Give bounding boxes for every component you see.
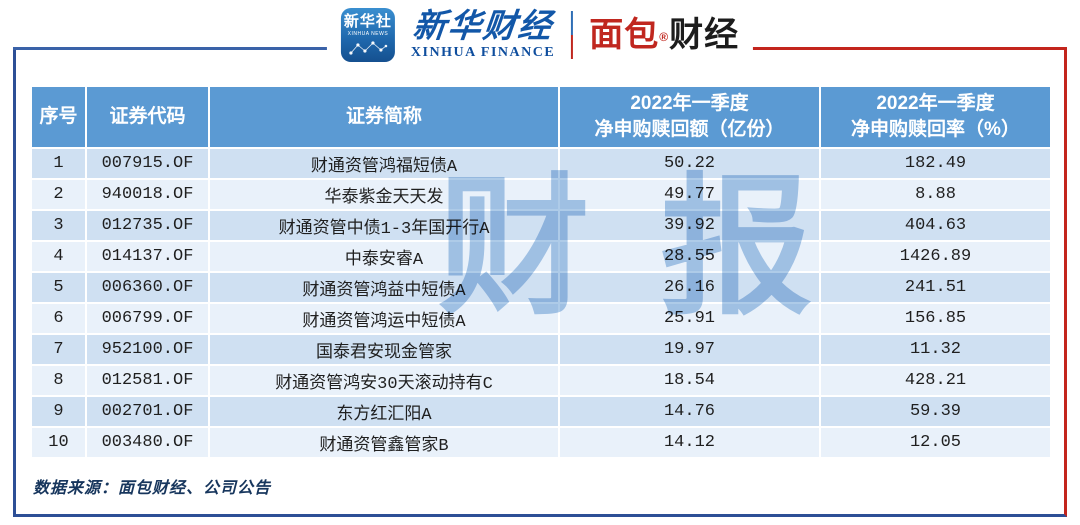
col-header-index: 序号: [30, 85, 87, 149]
cell-net-rate: 156.85: [819, 302, 1052, 335]
cell-net-amount: 18.54: [558, 364, 821, 397]
cell-net-rate: 1426.89: [819, 240, 1052, 273]
cell-name: 华泰紫金天天发: [208, 178, 560, 211]
frame-top-line-right: [743, 47, 1067, 50]
logo-group: 新华社 XINHUA NEWS 新华财经 XINHUA FINANCE: [326, 8, 754, 62]
table-row: 10 003480.OF 财通资管鑫管家B 14.12 12.05: [30, 426, 1052, 459]
cell-net-rate: 428.21: [819, 364, 1052, 397]
header-logo-band: 新华社 XINHUA NEWS 新华财经 XINHUA FINANCE: [0, 0, 1080, 80]
cell-index: 10: [30, 426, 87, 459]
col-header-code: 证券代码: [85, 85, 210, 149]
cell-code: 952100.OF: [85, 333, 210, 366]
fund-table: 序号 证券代码 证券简称 2022年一季度 净申购赎回额（亿份） 2022年一季…: [30, 85, 1052, 459]
cell-net-rate: 182.49: [819, 147, 1052, 180]
mianbao-logo-black-part: 财经: [669, 16, 740, 54]
cell-net-rate: 404.63: [819, 209, 1052, 242]
cell-code: 007915.OF: [85, 147, 210, 180]
cell-net-rate: 11.32: [819, 333, 1052, 366]
table-row: 6 006799.OF 财通资管鸿运中短债A 25.91 156.85: [30, 302, 1052, 335]
cell-name: 财通资管鸿益中短债A: [208, 271, 560, 304]
cell-name: 中泰安睿A: [208, 240, 560, 273]
col-header-net-amount-line1: 2022年一季度: [630, 93, 749, 114]
content-frame: [13, 47, 1067, 517]
cell-index: 2: [30, 178, 87, 211]
col-header-net-amount: 2022年一季度 净申购赎回额（亿份）: [558, 85, 821, 149]
xinhua-finance-title: 新华财经: [411, 8, 555, 45]
cell-net-amount: 19.97: [558, 333, 821, 366]
table-row: 7 952100.OF 国泰君安现金管家 19.97 11.32: [30, 333, 1052, 366]
cell-index: 3: [30, 209, 87, 242]
cell-name: 财通资管鑫管家B: [208, 426, 560, 459]
cell-index: 6: [30, 302, 87, 335]
cell-net-rate: 241.51: [819, 271, 1052, 304]
cell-name: 国泰君安现金管家: [208, 333, 560, 366]
xinhua-finance-subtitle: XINHUA FINANCE: [410, 44, 556, 60]
col-header-net-rate-line2: 净申购赎回率（%）: [851, 119, 1020, 140]
table-row: 9 002701.OF 东方红汇阳A 14.76 59.39: [30, 395, 1052, 428]
cell-code: 940018.OF: [85, 178, 210, 211]
cell-code: 006799.OF: [85, 302, 210, 335]
cell-code: 012581.OF: [85, 364, 210, 397]
frame-top-line-left: [13, 47, 340, 50]
xinhua-news-subtitle: XINHUA NEWS: [347, 31, 389, 37]
cell-net-amount: 49.77: [558, 178, 821, 211]
cell-net-amount: 50.22: [558, 147, 821, 180]
cell-net-rate: 59.39: [819, 395, 1052, 428]
cell-name: 财通资管鸿安30天滚动持有C: [208, 364, 560, 397]
cell-code: 002701.OF: [85, 395, 210, 428]
cell-net-amount: 26.16: [558, 271, 821, 304]
cell-net-rate: 8.88: [819, 178, 1052, 211]
table-row: 1 007915.OF 财通资管鸿福短债A 50.22 182.49: [30, 147, 1052, 180]
registered-trademark-icon: ®: [659, 30, 670, 44]
table-row: 2 940018.OF 华泰紫金天天发 49.77 8.88: [30, 178, 1052, 211]
table-row: 4 014137.OF 中泰安睿A 28.55 1426.89: [30, 240, 1052, 273]
cell-index: 4: [30, 240, 87, 273]
col-header-net-amount-line2: 净申购赎回额（亿份）: [594, 119, 785, 140]
cell-net-amount: 14.12: [558, 426, 821, 459]
cell-name: 财通资管中债1-3年国开行A: [208, 209, 560, 242]
col-header-net-rate-line1: 2022年一季度: [876, 93, 995, 114]
mianbao-finance-logo: 面包®财经: [589, 8, 739, 62]
fund-table-header: 序号 证券代码 证券简称 2022年一季度 净申购赎回额（亿份） 2022年一季…: [30, 85, 1052, 149]
cell-name: 财通资管鸿运中短债A: [208, 302, 560, 335]
cell-net-amount: 28.55: [558, 240, 821, 273]
cell-index: 8: [30, 364, 87, 397]
mianbao-logo-red-part: 面包: [589, 16, 660, 54]
xinhua-news-app-icon: 新华社 XINHUA NEWS: [340, 8, 395, 62]
cell-code: 012735.OF: [85, 209, 210, 242]
cell-index: 7: [30, 333, 87, 366]
cell-index: 9: [30, 395, 87, 428]
col-header-net-rate: 2022年一季度 净申购赎回率（%）: [819, 85, 1052, 149]
table-row: 3 012735.OF 财通资管中债1-3年国开行A 39.92 404.63: [30, 209, 1052, 242]
data-source-note: 数据来源：面包财经、公司公告: [33, 480, 272, 497]
cell-net-amount: 14.76: [558, 395, 821, 428]
cell-net-amount: 39.92: [558, 209, 821, 242]
table-row: 5 006360.OF 财通资管鸿益中短债A 26.16 241.51: [30, 271, 1052, 304]
cell-index: 5: [30, 271, 87, 304]
fund-table-body: 1 007915.OF 财通资管鸿福短债A 50.22 182.49 2 940…: [30, 147, 1052, 459]
cell-code: 006360.OF: [85, 271, 210, 304]
col-header-name: 证券简称: [208, 85, 560, 149]
xinhua-finance-logo: 新华财经 XINHUA FINANCE: [410, 8, 556, 61]
cell-code: 003480.OF: [85, 426, 210, 459]
cell-code: 014137.OF: [85, 240, 210, 273]
logo-divider: [571, 11, 574, 59]
cell-net-amount: 25.91: [558, 302, 821, 335]
cell-name: 东方红汇阳A: [208, 395, 560, 428]
cell-index: 1: [30, 147, 87, 180]
cell-net-rate: 12.05: [819, 426, 1052, 459]
table-row: 8 012581.OF 财通资管鸿安30天滚动持有C 18.54 428.21: [30, 364, 1052, 397]
cell-name: 财通资管鸿福短债A: [208, 147, 560, 180]
xinhua-news-title: 新华社: [343, 13, 392, 30]
network-pattern-icon: [349, 41, 388, 55]
